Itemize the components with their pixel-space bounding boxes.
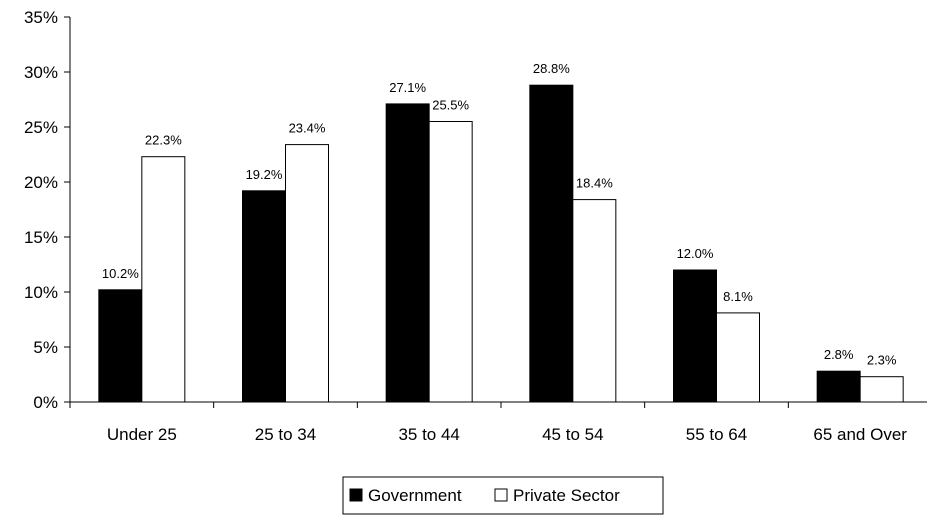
private-sector-bar <box>572 199 617 403</box>
legend-label-government: Government <box>368 486 462 505</box>
legend-label-private-sector: Private Sector <box>513 486 620 505</box>
bars <box>98 84 904 403</box>
government-bar <box>98 289 143 403</box>
y-tick-label: 15% <box>24 228 58 247</box>
government-data-label: 2.8% <box>824 347 854 362</box>
government-bar <box>673 269 717 403</box>
private-sector-data-label: 25.5% <box>432 98 469 113</box>
data-labels: 10.2% 22.3% 19.2% 23.4% 27.1% 25.5% 28.8% 18.4%… <box>102 61 897 368</box>
government-bar <box>385 103 430 403</box>
y-tick-label: 25% <box>24 118 58 137</box>
x-category-label: 35 to 44 <box>398 425 459 444</box>
government-data-label: 19.2% <box>246 167 283 182</box>
y-tick-label: 0% <box>33 393 58 412</box>
x-category-label: 25 to 34 <box>255 425 316 444</box>
private-sector-data-label: 18.4% <box>576 176 613 191</box>
private-sector-bar <box>716 312 760 403</box>
private-sector-data-label: 23.4% <box>289 121 326 136</box>
legend-swatch-private-sector <box>494 488 508 502</box>
y-tick-label: 10% <box>24 283 58 302</box>
legend: Government Private Sector <box>342 476 664 515</box>
x-category-label: 65 and Over <box>813 425 907 444</box>
private-sector-bar <box>428 121 473 403</box>
government-data-label: 12.0% <box>677 246 714 261</box>
y-tick-label: 5% <box>33 338 58 357</box>
x-category-label: 55 to 64 <box>686 425 747 444</box>
y-tick-label: 20% <box>24 173 58 192</box>
private-sector-data-label: 8.1% <box>723 289 753 304</box>
x-category-label: Under 25 <box>107 425 177 444</box>
y-tick-label: 35% <box>24 8 58 27</box>
private-sector-bar <box>285 144 329 403</box>
legend-swatch-government <box>349 488 363 502</box>
government-bar <box>816 370 861 403</box>
private-sector-data-label: 2.3% <box>867 353 897 368</box>
private-sector-bar <box>859 376 904 403</box>
government-data-label: 10.2% <box>102 266 139 281</box>
private-sector-bar <box>141 156 186 403</box>
government-bar <box>529 84 574 403</box>
axes: 0% 5% 10% 15% 20% 25% 30% 35% Under 25 25 to 34 35… <box>24 8 927 444</box>
government-data-label: 27.1% <box>389 80 426 95</box>
x-category-label: 45 to 54 <box>542 425 603 444</box>
private-sector-data-label: 22.3% <box>145 133 182 148</box>
y-tick-label: 30% <box>24 63 58 82</box>
government-data-label: 28.8% <box>533 61 570 76</box>
government-bar <box>242 190 286 403</box>
